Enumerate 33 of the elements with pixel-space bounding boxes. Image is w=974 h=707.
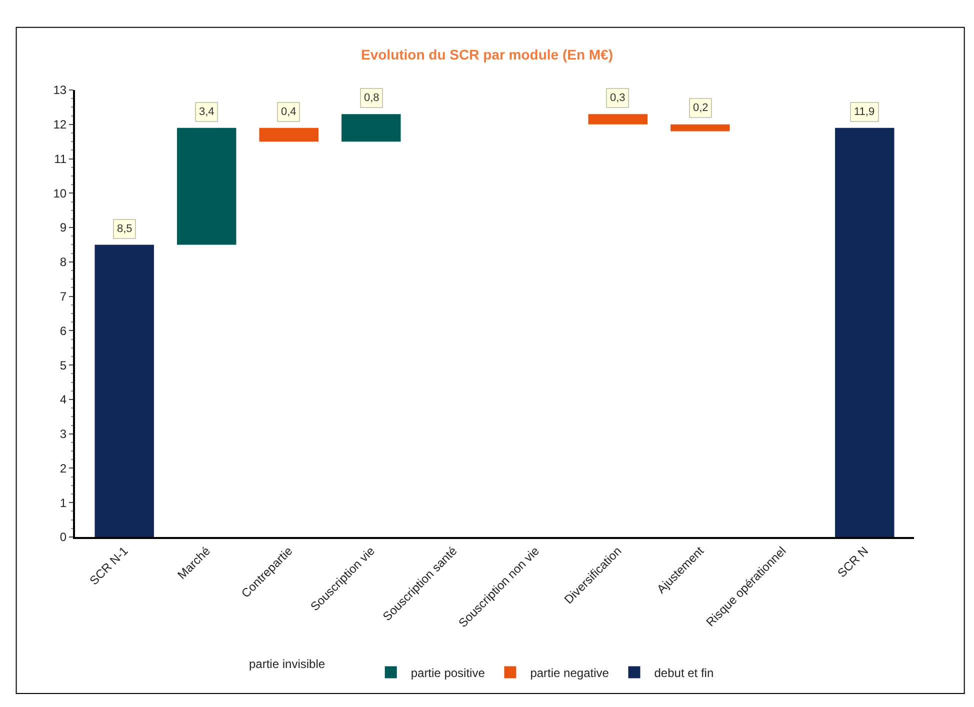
data-label: 0,2 xyxy=(693,102,708,114)
data-label: 0,4 xyxy=(281,106,296,118)
y-tick-label: 7 xyxy=(60,290,67,304)
y-tick-label: 11 xyxy=(54,152,67,166)
data-label: 8,5 xyxy=(117,223,132,235)
data-label: 11,9 xyxy=(854,106,875,118)
y-tick-label: 13 xyxy=(53,83,67,98)
y-tick-label: 9 xyxy=(60,220,67,235)
y-tick-label: 5 xyxy=(60,358,67,372)
y-tick-label: 12 xyxy=(53,118,67,132)
bar xyxy=(259,128,318,142)
y-tick-label: 1 xyxy=(60,496,67,510)
data-label: 0,8 xyxy=(364,92,380,104)
y-tick-label: 8 xyxy=(60,255,67,270)
bar xyxy=(835,128,894,537)
legend-label: partie positive xyxy=(410,666,486,680)
y-tick-label: 2 xyxy=(60,461,67,476)
y-tick-label: 3 xyxy=(60,427,67,442)
legend-label: debut et fin xyxy=(654,666,714,680)
y-tick-label: 6 xyxy=(60,324,67,338)
bar xyxy=(94,244,154,537)
y-tick-label: 0 xyxy=(60,530,67,544)
bar xyxy=(670,124,730,132)
data-label: 0,3 xyxy=(610,92,626,104)
text: partie invisible xyxy=(249,657,326,671)
data-label: 3,4 xyxy=(199,106,214,118)
bar xyxy=(177,128,236,245)
y-tick-label: 4 xyxy=(60,392,67,407)
chart-title: Evolution du SCR par module (En M€) xyxy=(361,46,613,62)
legend-label: partie negative xyxy=(530,666,610,680)
bar xyxy=(588,114,648,124)
bar xyxy=(342,114,401,142)
y-tick-label: 10 xyxy=(53,186,67,200)
